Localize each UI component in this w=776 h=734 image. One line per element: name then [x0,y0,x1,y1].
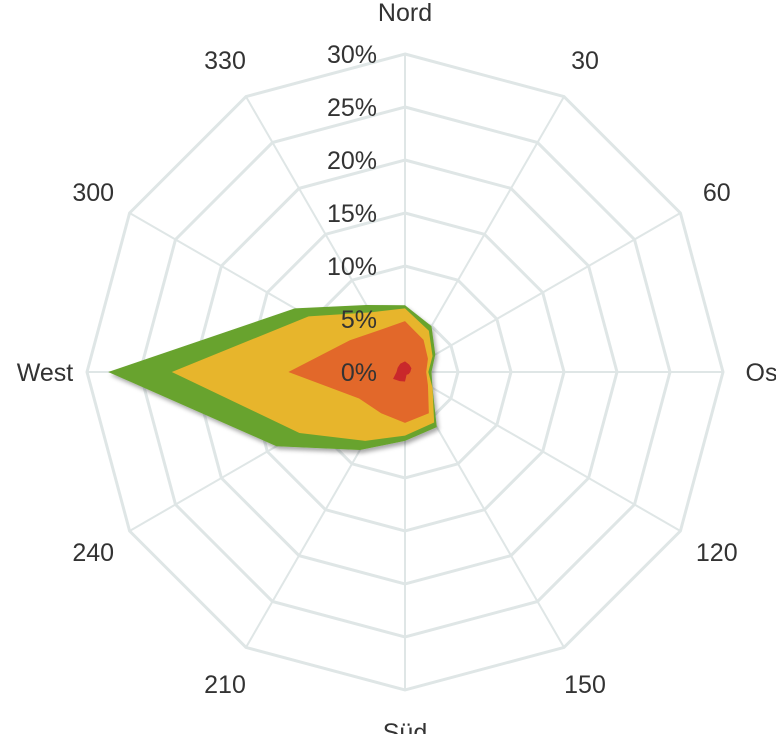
radial-tick-label: 25% [327,94,377,122]
radial-tick-label: 5% [341,306,377,334]
direction-label: 30 [571,47,599,75]
direction-label: 300 [72,179,114,207]
series-band-3 [288,321,429,423]
direction-label: Süd [383,719,427,734]
radial-tick-label: 30% [327,41,377,69]
direction-label: 330 [204,47,246,75]
radial-tick-label: 0% [341,359,377,387]
radial-tick-labels: 0% 5% 10% 15% 20% 25% 30% [327,41,377,387]
direction-label: 240 [72,539,114,567]
direction-label: 150 [564,671,606,699]
direction-label: 60 [703,179,731,207]
direction-label: 120 [696,539,738,567]
direction-label: 210 [204,671,246,699]
radial-tick-label: 15% [327,200,377,228]
direction-label: Nord [378,0,432,27]
series-band-4 [393,361,412,382]
direction-label: Ost [746,359,776,387]
grid-spoke [404,371,681,532]
direction-labels: Nord 30 60 Ost 120 150 Süd 210 240 West 300 330 [17,0,776,734]
radial-tick-label: 10% [327,253,377,281]
direction-label: West [17,359,74,387]
radial-tick-label: 20% [327,147,377,175]
grid-spoke [404,212,681,373]
series-layer [108,304,437,451]
